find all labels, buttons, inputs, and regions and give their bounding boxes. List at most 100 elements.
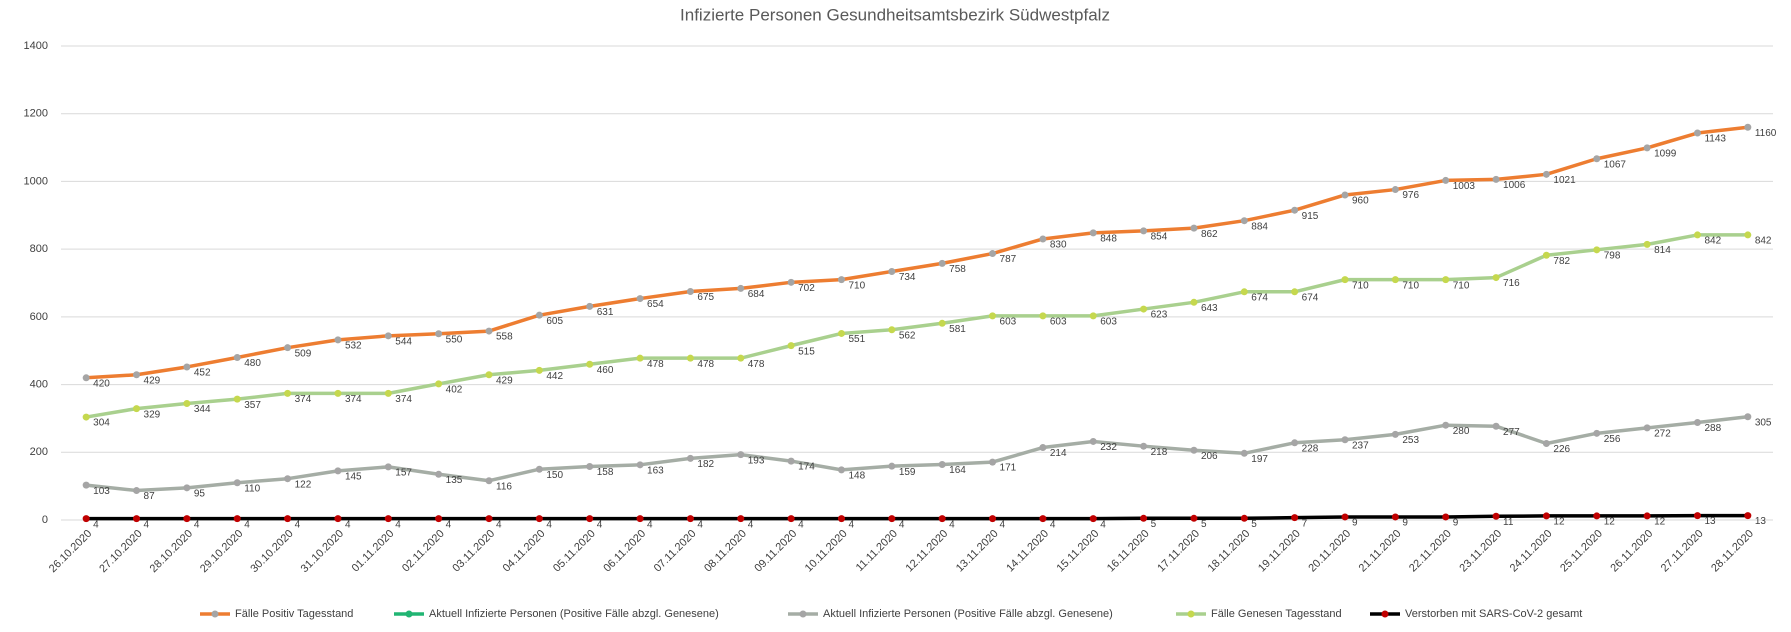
- legend-marker: [1381, 610, 1389, 618]
- point: [334, 336, 342, 344]
- point: [586, 302, 594, 310]
- data-label: 344: [194, 404, 211, 415]
- point: [1089, 515, 1097, 523]
- data-label: 150: [546, 470, 563, 481]
- data-label: 884: [1251, 221, 1268, 232]
- point: [1542, 251, 1550, 259]
- data-label: 9: [1453, 518, 1459, 529]
- point: [787, 342, 795, 350]
- data-label: 174: [798, 462, 815, 473]
- x-tick-label: 07.11.2020: [652, 528, 699, 575]
- data-label: 814: [1654, 245, 1671, 256]
- point: [1140, 227, 1148, 235]
- data-label: 420: [93, 378, 110, 389]
- x-tick-label: 11.11.2020: [854, 528, 900, 574]
- data-label: 357: [244, 400, 261, 411]
- data-label: 480: [244, 358, 261, 369]
- point: [284, 515, 292, 523]
- point: [737, 515, 745, 523]
- point: [535, 311, 543, 319]
- point: [1341, 436, 1349, 444]
- data-label: 218: [1151, 447, 1168, 458]
- point: [1593, 246, 1601, 254]
- y-tick-label: 400: [30, 378, 48, 390]
- data-label: 5: [1251, 519, 1257, 530]
- data-label: 4: [748, 519, 754, 530]
- point: [233, 353, 241, 361]
- data-label: 798: [1604, 250, 1621, 261]
- data-label: 1006: [1503, 180, 1526, 191]
- x-tick-label: 28.11.2020: [1709, 528, 1756, 575]
- data-label: 4: [144, 519, 150, 530]
- x-tick-label: 20.11.2020: [1306, 528, 1353, 575]
- data-label: 603: [1000, 316, 1017, 327]
- x-tick-label: 16.11.2020: [1105, 528, 1152, 575]
- point: [1341, 276, 1349, 284]
- point: [82, 481, 90, 489]
- legend-marker: [1187, 610, 1195, 618]
- data-label: 4: [1050, 519, 1056, 530]
- legend-label: Fälle Genesen Tagesstand: [1211, 608, 1342, 620]
- data-label: 4: [446, 519, 452, 530]
- data-label: 110: [244, 483, 260, 494]
- point: [1140, 514, 1148, 522]
- point: [535, 366, 543, 374]
- point: [535, 515, 543, 523]
- data-label: 710: [1453, 280, 1470, 291]
- point: [1190, 224, 1198, 232]
- point: [636, 354, 644, 362]
- data-label: 148: [848, 471, 865, 482]
- data-label: 253: [1402, 435, 1419, 446]
- data-label: 442: [546, 371, 563, 382]
- point: [1391, 186, 1399, 194]
- x-tick-label: 24.11.2020: [1508, 528, 1555, 575]
- data-label: 135: [446, 475, 463, 486]
- point: [133, 405, 141, 413]
- point: [1341, 191, 1349, 199]
- data-label: 329: [144, 409, 161, 420]
- point: [435, 515, 443, 523]
- data-label: 1021: [1553, 175, 1576, 186]
- data-label: 960: [1352, 196, 1369, 207]
- point: [1693, 418, 1701, 426]
- legend-marker: [405, 610, 413, 618]
- y-tick-label: 200: [30, 446, 48, 458]
- data-label: 782: [1553, 256, 1570, 267]
- x-tick-label: 01.11.2020: [350, 528, 397, 575]
- data-label: 581: [949, 324, 966, 335]
- point: [82, 515, 90, 523]
- point: [485, 371, 493, 379]
- data-label: 4: [848, 519, 854, 530]
- data-label: 603: [1100, 316, 1117, 327]
- point: [636, 461, 644, 469]
- point: [1089, 312, 1097, 320]
- data-label: 197: [1251, 454, 1268, 465]
- series-line: [85, 233, 1748, 419]
- point: [284, 389, 292, 397]
- point: [485, 477, 493, 485]
- point: [787, 515, 795, 523]
- data-label: 550: [446, 334, 463, 345]
- data-label: 734: [899, 272, 916, 283]
- data-label: 158: [597, 467, 614, 478]
- data-label: 623: [1151, 310, 1168, 321]
- x-tick-label: 14.11.2020: [1004, 528, 1051, 575]
- data-label: 478: [647, 359, 664, 370]
- data-label: 631: [597, 307, 614, 318]
- point: [284, 344, 292, 352]
- data-label: 159: [899, 467, 916, 478]
- data-label: 9: [1402, 518, 1408, 529]
- data-label: 12: [1654, 517, 1666, 528]
- data-label: 5: [1151, 519, 1157, 530]
- point: [837, 466, 845, 474]
- data-label: 4: [295, 519, 301, 530]
- point: [1291, 288, 1299, 296]
- legend-label: Aktuell Infizierte Personen (Positive Fä…: [429, 608, 719, 620]
- data-label: 13: [1704, 516, 1716, 527]
- point: [82, 413, 90, 421]
- data-label: 9: [1352, 518, 1358, 529]
- point: [837, 329, 845, 337]
- point: [384, 463, 392, 471]
- series-line: [85, 414, 1749, 493]
- point: [1341, 513, 1349, 521]
